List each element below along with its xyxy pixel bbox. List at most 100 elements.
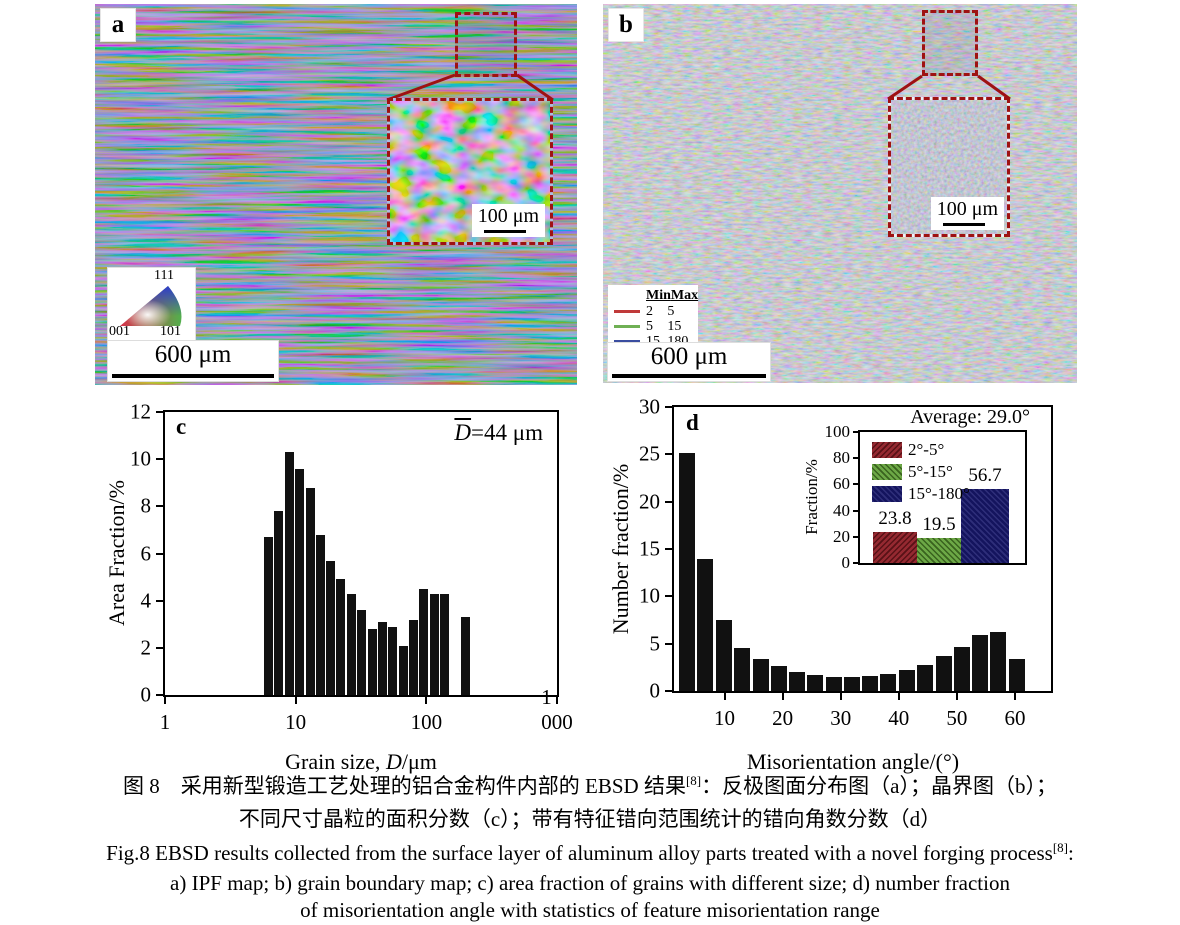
inset-y-tick-mark — [853, 431, 859, 433]
y-tick-mark — [665, 690, 673, 692]
histogram-bar — [972, 635, 989, 691]
histogram-bar — [295, 468, 304, 695]
inset-legend-swatch — [872, 442, 902, 458]
panel-b-inset-scalebar-line — [942, 223, 985, 226]
y-tick-label: 15 — [639, 536, 660, 561]
y-tick-mark — [156, 646, 164, 649]
x-label-D: D — [385, 749, 402, 774]
ipf-label-101: 101 — [160, 324, 181, 339]
x-tick-mark — [425, 696, 428, 704]
y-tick-mark — [156, 599, 164, 602]
legend-header: Min Max — [614, 288, 698, 304]
histogram-bar — [346, 593, 356, 695]
panel-d-x-axis-label: Misorientation angle/(°) — [746, 749, 960, 774]
y-tick-mark — [665, 642, 673, 645]
histogram-bar — [315, 534, 325, 695]
x-tick-mark — [1013, 692, 1016, 700]
legend-header-min: Min — [646, 288, 671, 303]
histogram-bar — [274, 511, 284, 695]
x-tick-label: 1 — [159, 710, 171, 734]
ipf-label-001: 001 — [109, 324, 130, 339]
blue-line-swatch — [614, 340, 640, 343]
legend-row-lowangle: 2 5 — [614, 304, 692, 319]
mean-grain-size-annotation: D=44 μm — [454, 420, 543, 446]
caption-en-line3: of misorientation angle with statistics … — [300, 898, 880, 922]
annotation-d-overline: D — [454, 420, 472, 445]
x-label-unit: /μm — [401, 749, 437, 774]
y-tick-mark — [665, 595, 673, 598]
panel-b-inset-scalebar-label: 100 μm — [936, 198, 998, 220]
average-misorientation-annotation: Average: 29.0° — [910, 406, 1030, 428]
histogram-bar — [716, 620, 732, 691]
panel-b-scalebar-line — [612, 374, 766, 378]
x-tick-label: 10 — [714, 706, 736, 730]
panel-b-scalebar-label: 600 μm — [650, 343, 728, 370]
legend-header-max: Max — [670, 288, 699, 303]
inset-legend-label: 2°-5° — [908, 440, 945, 459]
inset-bar-2°-5° — [873, 531, 917, 563]
histogram-bar — [807, 674, 824, 691]
panel-a-inset-scalebar-label: 100 μm — [477, 205, 539, 227]
histogram-bar — [398, 645, 408, 695]
inset-legend-label: 5°-15° — [908, 462, 953, 481]
histogram-bar — [679, 453, 696, 691]
y-tick-mark — [665, 453, 673, 456]
histogram-bar — [898, 670, 915, 691]
x-tick-label: 50 — [946, 706, 968, 730]
y-tick-label: 12 — [130, 399, 151, 424]
x-tick-mark — [955, 692, 958, 700]
histogram-bar — [697, 558, 714, 691]
x-tick-label: 100 — [410, 710, 443, 734]
y-tick-label: 20 — [639, 489, 660, 514]
panel-c-plot-area: 0 2 4 6 8 10 12 1 10 100 1 000 — [130, 400, 573, 735]
x-tick-mark — [294, 696, 297, 704]
legend-max-value: 5 — [667, 303, 675, 319]
panel-b-label: b — [609, 9, 643, 41]
panel-a-ipf-map: 100 μm a 111 001 101 600 μm — [95, 4, 577, 385]
x-tick-label: 20 — [772, 706, 794, 730]
inset-y-tick-mark — [853, 483, 859, 486]
ipf-triangle — [120, 286, 182, 326]
caption-text: Fig.8 EBSD results collected from the su… — [106, 841, 1053, 865]
panel-a-inset-source-box — [455, 12, 517, 77]
histogram-bar — [305, 487, 315, 695]
histogram-bar — [843, 676, 860, 691]
inset-bar-15°-180° — [961, 488, 1009, 563]
panel-d-y-axis-label: Number fraction/% — [608, 463, 633, 635]
caption-text: : — [1068, 841, 1074, 865]
caption-zh-line2: 不同尺寸晶粒的面积分数（c）；带有特征错向范围统计的错向角数分数（d） — [238, 807, 942, 831]
inset-y-tick-mark — [853, 457, 859, 460]
y-tick-label: 25 — [639, 441, 660, 466]
histogram-bar — [789, 672, 806, 691]
annotation-value: =44 μm — [471, 420, 543, 445]
inset-y-tick-mark — [853, 509, 859, 512]
panel-a-scalebar: 600 μm — [108, 341, 278, 381]
inset-y-tick-label: 80 — [833, 448, 850, 468]
y-tick-mark — [156, 411, 164, 413]
panel-b-grain-boundary-map: 100 μm b Min Max 2 5 5 15 15 1 — [603, 4, 1077, 383]
y-tick-label: 5 — [649, 631, 661, 656]
panel-d-inset-plot-area: 23.8 19.5 56.7 0 20 40 60 80 100 2°-5° 5°-15° 15°-1… — [825, 422, 1027, 572]
ipf-color-triangle-legend: 111 001 101 — [108, 268, 195, 340]
y-tick-mark — [156, 694, 164, 696]
inset-bar-5°-15° — [917, 537, 961, 563]
x-tick-label: 1 000 — [541, 685, 573, 734]
x-tick-label: 10 — [285, 710, 307, 734]
inset-y-tick-mark — [853, 562, 859, 564]
y-tick-mark — [156, 458, 164, 461]
x-tick-label: 60 — [1004, 706, 1026, 730]
panel-d-inset-y-axis-label: Fraction/% — [802, 459, 821, 535]
histogram-bar — [916, 664, 933, 691]
histogram-bar — [419, 588, 429, 695]
caption-text: ：反极图面分布图（a）；晶界图（b）； — [701, 774, 1057, 798]
y-tick-mark — [665, 500, 673, 503]
y-tick-label: 0 — [649, 678, 661, 703]
inset-legend-label: 15°-180° — [908, 484, 970, 503]
histogram-bar — [264, 537, 273, 695]
panel-a-scalebar-line — [112, 374, 274, 378]
y-tick-label: 4 — [140, 588, 152, 613]
panel-c-x-axis-label: Grain size, D/μm — [285, 749, 437, 775]
x-tick-mark — [897, 692, 900, 700]
inset-y-tick-label: 40 — [833, 500, 850, 520]
x-tick-mark — [164, 696, 166, 704]
